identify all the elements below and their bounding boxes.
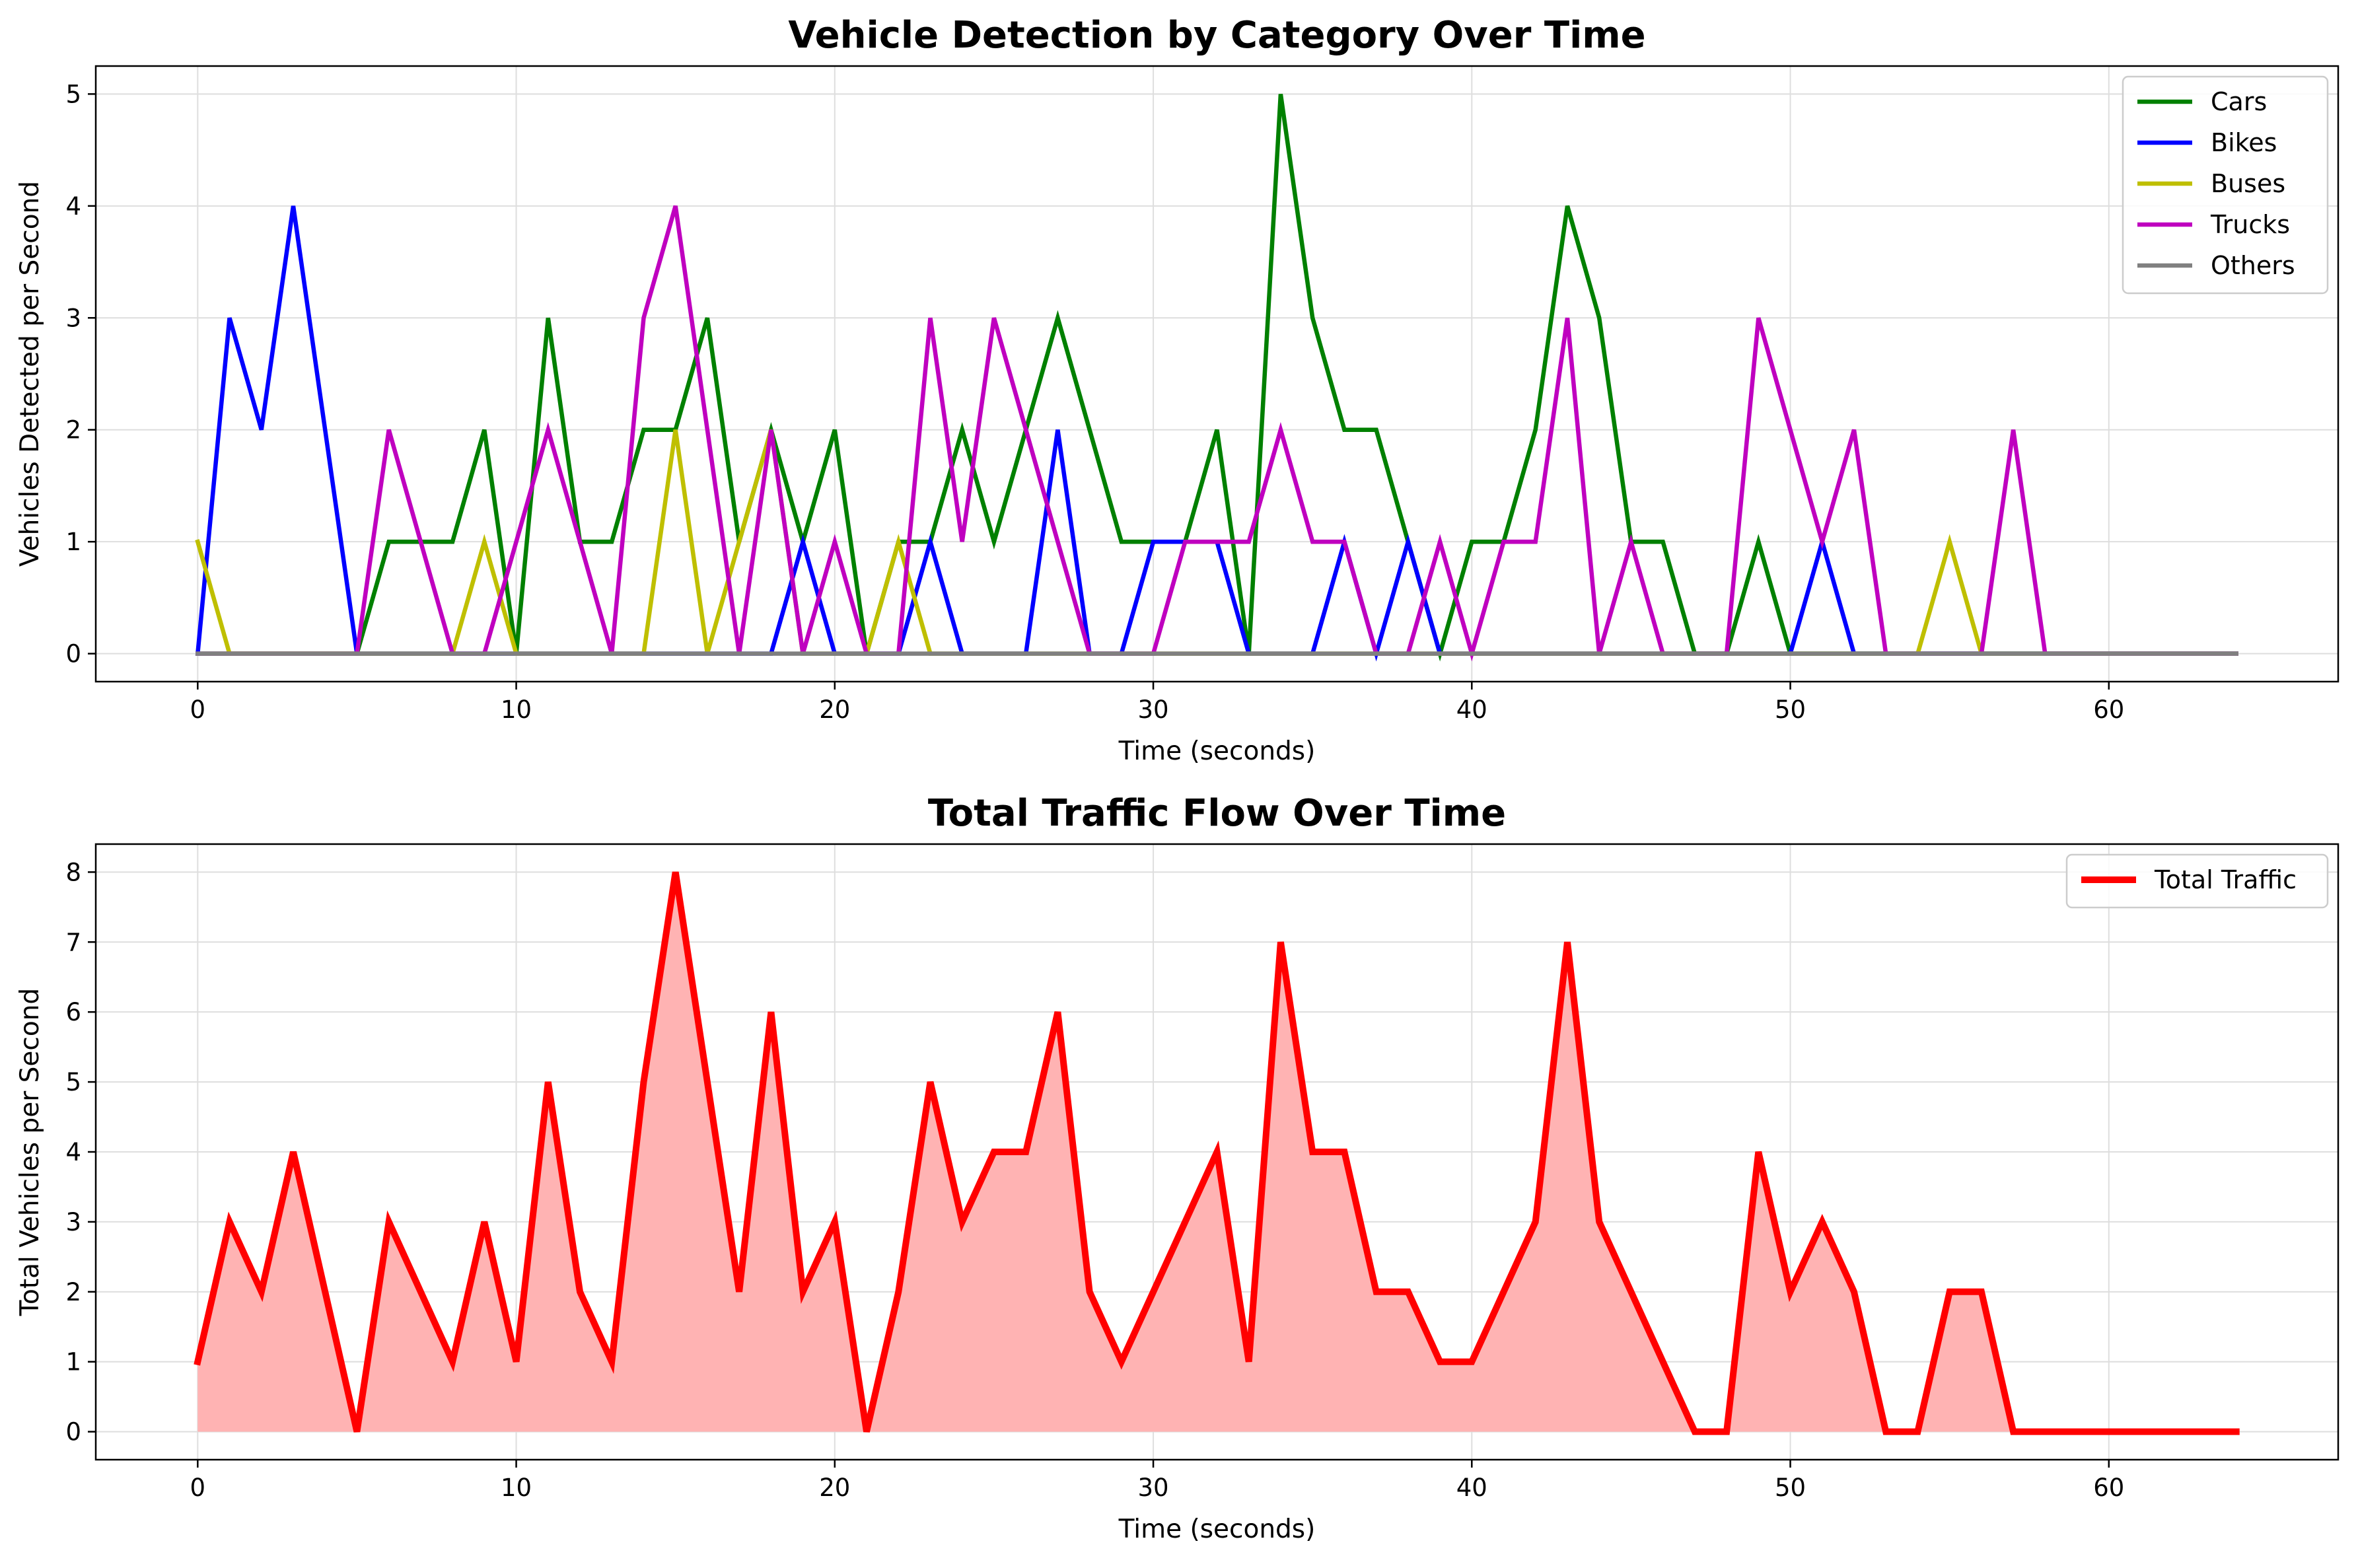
y-tick-label: 2 [65,416,81,445]
x-tick-label: 20 [819,1474,850,1502]
y-tick-label: 7 [65,928,81,956]
chart-panel-2: 0 10 20 30 40 50 60 0 1 2 3 4 5 6 7 8 Total Traffic Flow… [15,792,2340,1544]
legend-label: Total Traffic [2154,865,2297,894]
legend: Total Traffic [2065,853,2329,909]
x-tick-label: 10 [501,1474,532,1502]
x-tick-label: 30 [1138,695,1169,724]
x-tick-label: 30 [1138,1474,1169,1502]
legend-label: Others [2211,251,2295,280]
y-tick-label: 4 [65,1138,81,1166]
x-tick-label: 0 [190,1474,206,1502]
legend-box [2065,853,2329,909]
legend-label: Bikes [2211,128,2277,157]
legend-box [2122,75,2329,295]
x-tick-label: 40 [1456,695,1487,724]
y-axis-label: Vehicles Detected per Second [15,181,45,567]
chart-panel-1: 0 10 20 30 40 50 60 0 1 2 3 4 5 Vehicle Detection by … [15,14,2340,766]
y-tick-label: 6 [65,998,81,1026]
chart-title: Total Traffic Flow Over Time [928,792,1506,835]
legend-label: Cars [2211,87,2267,116]
y-tick-label: 1 [65,1348,81,1376]
y-tick-label: 3 [65,304,81,332]
x-tick-label: 40 [1456,1474,1487,1502]
x-tick-label: 0 [190,695,206,724]
x-tick-label: 50 [1775,695,1806,724]
x-tick-label: 50 [1775,1474,1806,1502]
y-tick-label: 0 [65,640,81,668]
legend-label: Trucks [2210,210,2290,239]
x-tick-label: 60 [2093,1474,2124,1502]
y-tick-label: 3 [65,1208,81,1236]
y-tick-label: 8 [65,858,81,886]
legend-label: Buses [2211,169,2285,198]
series-line-total-traffic [194,871,2240,1435]
x-tick-label: 10 [501,695,532,724]
x-tick-label: 20 [819,695,850,724]
y-tick-label: 5 [65,80,81,108]
x-axis-label: Time (seconds) [1118,736,1316,766]
legend: Cars Bikes Buses Trucks Others [2122,75,2329,295]
plot-frame [94,65,2340,683]
x-axis-label: Time (seconds) [1118,1515,1316,1544]
y-tick-label: 4 [65,192,81,221]
x-tick-label: 60 [2093,695,2124,724]
series-line-cars [196,93,2238,662]
chart-title: Vehicle Detection by Category Over Time [788,14,1645,57]
y-tick-label: 1 [65,528,81,556]
y-tick-label: 0 [65,1418,81,1446]
y-tick-label: 5 [65,1068,81,1096]
y-axis-label: Total Vehicles per Second [15,988,45,1316]
y-tick-label: 2 [65,1278,81,1306]
